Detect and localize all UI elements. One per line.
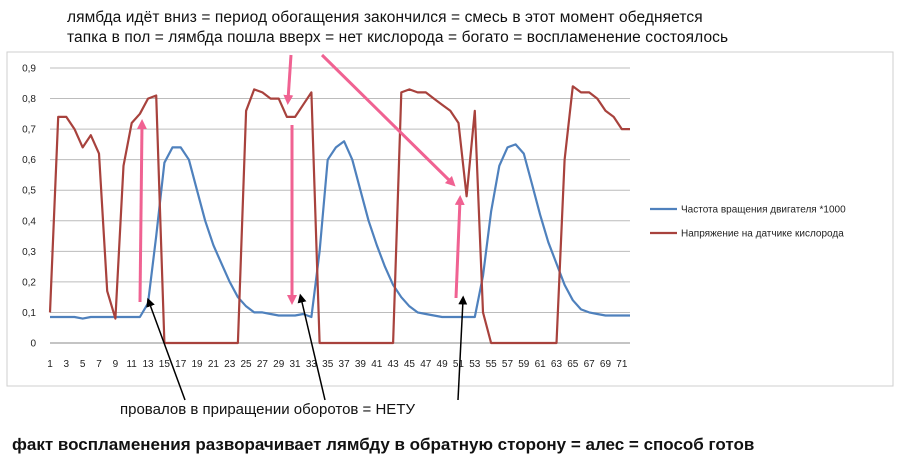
y-tick-label: 0,9 bbox=[22, 64, 36, 75]
y-tick-label: 0,7 bbox=[22, 125, 36, 136]
x-tick-label: 25 bbox=[240, 359, 252, 370]
x-tick-label: 39 bbox=[355, 359, 367, 370]
x-tick-label: 35 bbox=[322, 359, 334, 370]
x-tick-label: 7 bbox=[96, 359, 102, 370]
x-tick-label: 13 bbox=[142, 359, 154, 370]
y-tick-label: 0 bbox=[30, 339, 36, 350]
x-tick-label: 29 bbox=[273, 359, 285, 370]
x-tick-label: 41 bbox=[371, 359, 383, 370]
annotation-bottom-note: провалов в приращении оборотов = НЕТУ bbox=[120, 401, 416, 418]
x-tick-label: 21 bbox=[208, 359, 220, 370]
y-tick-label: 0,3 bbox=[22, 247, 36, 258]
x-tick-label: 37 bbox=[339, 359, 351, 370]
x-tick-label: 67 bbox=[584, 359, 596, 370]
pink-arrow-up-left bbox=[136, 119, 147, 303]
y-tick-label: 0,8 bbox=[22, 94, 36, 105]
y-tick-label: 0,4 bbox=[22, 216, 36, 227]
x-tick-label: 11 bbox=[126, 359, 137, 370]
y-tick-label: 0,1 bbox=[22, 308, 36, 319]
y-tick-label: 0,6 bbox=[22, 155, 36, 166]
x-tick-label: 17 bbox=[175, 359, 187, 370]
x-tick-label: 63 bbox=[551, 359, 563, 370]
x-tick-label: 27 bbox=[257, 359, 269, 370]
x-tick-label: 15 bbox=[159, 359, 171, 370]
x-tick-label: 23 bbox=[224, 359, 236, 370]
x-tick-label: 61 bbox=[535, 359, 547, 370]
x-tick-label: 47 bbox=[420, 359, 432, 370]
caption: факт воспламенения разворачивает лямбду … bbox=[12, 435, 755, 454]
y-tick-label: 0,5 bbox=[22, 186, 36, 197]
black-arrow-right bbox=[457, 295, 468, 401]
x-tick-labels: 1 3 5 7 9 11 13 15 17 19 21 23 25 27 29 31 33 35 37 39 41 43 4… bbox=[47, 359, 628, 370]
pink-arrow-diagonal bbox=[320, 53, 456, 187]
pink-arrow-up-right bbox=[454, 195, 465, 299]
x-tick-label: 69 bbox=[600, 359, 612, 370]
x-tick-label: 51 bbox=[453, 359, 465, 370]
x-tick-label: 59 bbox=[518, 359, 530, 370]
legend-label: Напряжение на датчике кислорода bbox=[681, 229, 844, 240]
black-arrow-middle bbox=[297, 293, 326, 401]
x-tick-label: 71 bbox=[616, 359, 628, 370]
chart-frame bbox=[6, 51, 894, 387]
x-tick-label: 5 bbox=[80, 359, 86, 370]
x-tick-label: 3 bbox=[64, 359, 70, 370]
annotation-line-2: тапка в пол = лямбда пошла вверх = нет к… bbox=[67, 29, 729, 46]
x-tick-label: 43 bbox=[388, 359, 400, 370]
x-tick-label: 19 bbox=[191, 359, 203, 370]
x-tick-label: 31 bbox=[290, 359, 302, 370]
annotation-line-1: лямбда идёт вниз = период обогащения зак… bbox=[67, 9, 703, 26]
black-arrow-left bbox=[146, 297, 186, 401]
legend-label: Частота вращения двигателя *1000 bbox=[681, 205, 846, 216]
x-tick-label: 45 bbox=[404, 359, 416, 370]
y-tick-label: 0,2 bbox=[22, 277, 36, 288]
x-tick-label: 53 bbox=[469, 359, 481, 370]
pink-arrow-down-left bbox=[283, 54, 294, 105]
x-tick-label: 33 bbox=[306, 359, 318, 370]
x-tick-label: 57 bbox=[502, 359, 514, 370]
x-tick-label: 49 bbox=[437, 359, 449, 370]
x-tick-label: 55 bbox=[486, 359, 498, 370]
x-tick-label: 1 bbox=[47, 359, 53, 370]
series-line-2 bbox=[48, 85, 630, 345]
x-tick-label: 65 bbox=[567, 359, 579, 370]
annotation-arrows bbox=[136, 53, 468, 401]
y-tick-labels: 0 0,1 0,2 0,3 0,4 0,5 0,6 0,7 0,8 0,9 bbox=[22, 64, 36, 350]
x-tick-label: 9 bbox=[113, 359, 119, 370]
legend: Частота вращения двигателя *1000 Напряжен… bbox=[650, 205, 846, 240]
